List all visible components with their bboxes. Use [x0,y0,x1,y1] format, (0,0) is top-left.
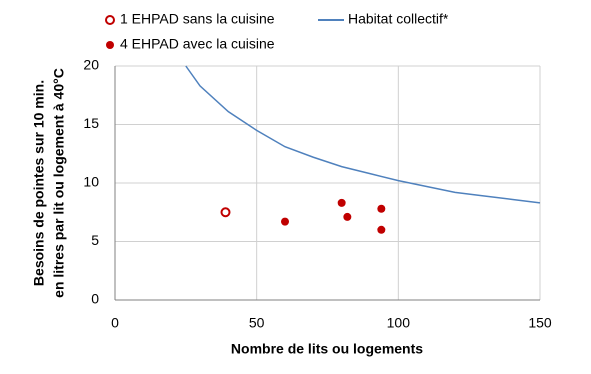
y-tick-label: 20 [83,57,99,73]
y-tick-label: 10 [83,174,99,190]
y-tick-label: 0 [91,291,99,307]
legend-label: 4 EHPAD avec la cuisine [120,36,275,52]
marker [343,212,352,221]
line [185,65,541,204]
x-tick-label: 150 [528,315,552,331]
y-axis-label: Besoins de pointes sur 10 min. [31,80,47,286]
x-tick-label: 0 [111,315,119,331]
marker [377,225,386,234]
marker [377,204,386,213]
legend-swatch [106,41,114,49]
y-tick-label: 5 [91,232,99,248]
marker [281,217,289,226]
legend-label: 1 EHPAD sans la cuisine [120,11,275,27]
marker [220,207,231,218]
x-tick-label: 100 [387,315,411,331]
x-axis-label: Nombre de lits ou logements [231,341,423,357]
y-axis-label: en litres par lit ou logement à 40°C [51,68,67,298]
marker [337,198,346,207]
x-tick-label: 50 [249,315,265,331]
y-tick-label: 15 [83,115,99,131]
legend-label: Habitat collectif* [348,11,449,27]
legend-swatch [105,15,115,25]
